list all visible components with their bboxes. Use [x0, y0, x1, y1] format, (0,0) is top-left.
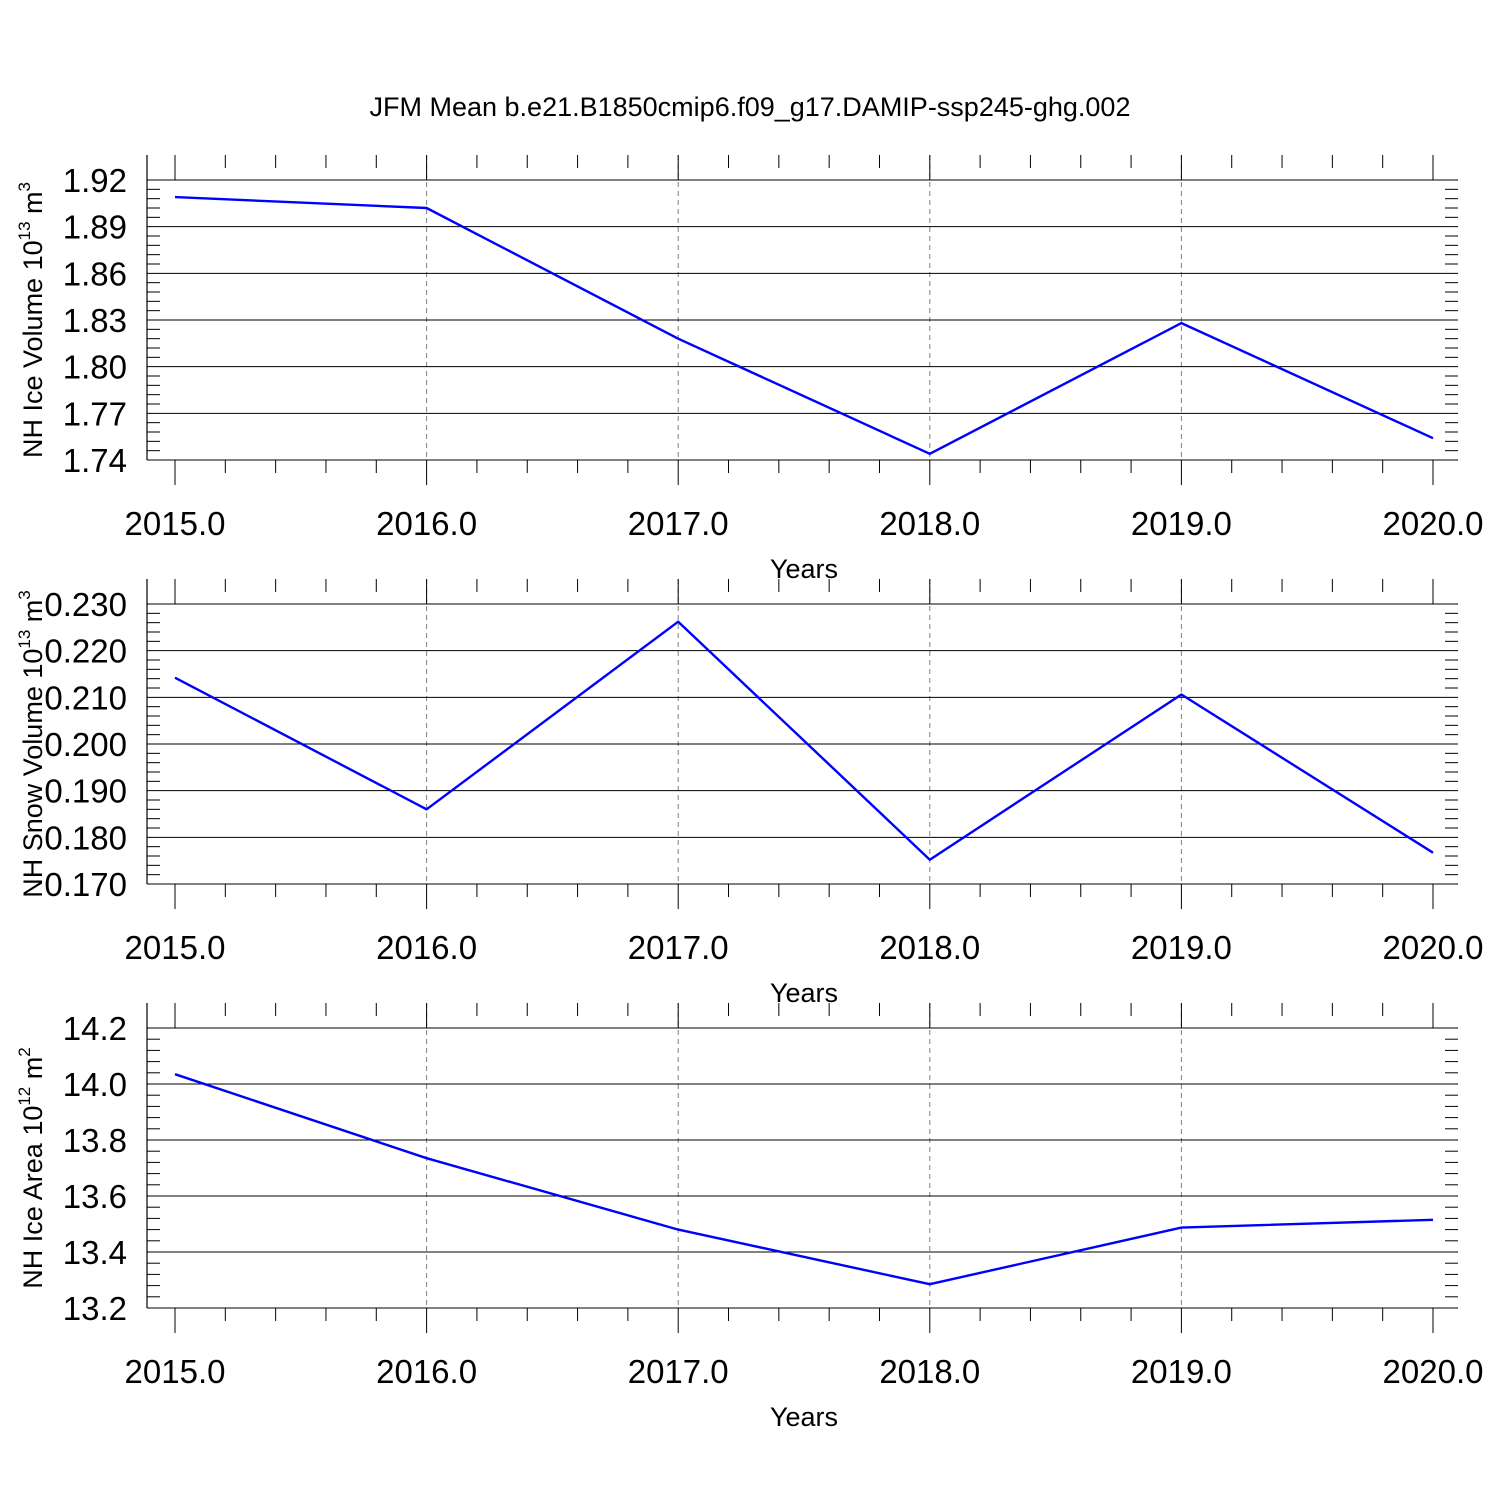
- series-line: [174, 1073, 1434, 1286]
- x-tick-label: 2018.0: [879, 1353, 980, 1390]
- y-tick-label: 1.80: [63, 349, 127, 386]
- x-tick-label: 2019.0: [1131, 1353, 1232, 1390]
- y-axis-label: NH Ice Volume 1013 m3: [15, 182, 48, 458]
- y-tick-label: 13.8: [63, 1122, 127, 1159]
- y-axis-label-exponent: 13: [15, 221, 34, 240]
- y-axis-label-exponent: 12: [15, 1087, 34, 1106]
- y-tick-label: 1.77: [63, 395, 127, 432]
- y-axis-label: NH Ice Area 1012 m2: [15, 1047, 48, 1288]
- x-tick-label: 2018.0: [879, 505, 980, 542]
- panel-2: 0.170 0.180 0.190 0.200 0.210 0.220 0.230 2015.…: [15, 579, 1483, 1008]
- y-axis-label-text: m: [18, 1057, 48, 1087]
- x-tick-label: 2018.0: [879, 929, 980, 966]
- x-axis-label: Years: [770, 978, 838, 1008]
- y-tick-label: 13.2: [63, 1290, 127, 1327]
- y-tick-label: 0.230: [44, 586, 127, 623]
- x-tick-label: 2016.0: [376, 505, 477, 542]
- y-tick-label: 0.190: [44, 773, 127, 810]
- y-axis-label-text: m: [18, 600, 48, 630]
- x-tick-label: 2019.0: [1131, 929, 1232, 966]
- y-axis-label-exponent: 2: [15, 1047, 34, 1056]
- y-axis-label-text: NH Ice Volume 10: [18, 240, 48, 458]
- y-axis-label-exponent: 13: [15, 630, 34, 649]
- x-tick-label: 2015.0: [125, 929, 226, 966]
- panel-3: 13.2 13.4 13.6 13.8 14.0 14.2 2015.0 2016.0 2017…: [15, 1003, 1483, 1432]
- x-tick-label: 2016.0: [376, 1353, 477, 1390]
- x-tick-label: 2015.0: [125, 1353, 226, 1390]
- y-axis-label-exponent: 3: [15, 182, 34, 191]
- y-axis-label-exponent: 3: [15, 590, 34, 599]
- x-tick-label: 2020.0: [1383, 1353, 1484, 1390]
- panel-1: 1.74 1.77 1.80 1.83 1.86 1.89 1.92 2015.0 2016.0…: [15, 155, 1483, 584]
- y-axis-label-text: NH Snow Volume 10: [18, 649, 48, 898]
- y-tick-label: 1.86: [63, 255, 127, 292]
- x-axis-label: Years: [770, 554, 838, 584]
- y-axis-label: NH Snow Volume 1013 m3: [15, 590, 48, 898]
- y-tick-label: 1.89: [63, 209, 127, 246]
- x-tick-label: 2020.0: [1383, 505, 1484, 542]
- y-tick-label: 0.180: [44, 819, 127, 856]
- y-tick-label: 1.83: [63, 302, 127, 339]
- x-tick-label: 2017.0: [628, 929, 729, 966]
- y-tick-label: 0.170: [44, 866, 127, 903]
- y-tick-label: 14.2: [63, 1010, 127, 1047]
- x-tick-label: 2017.0: [628, 1353, 729, 1390]
- y-axis-label-text: m: [18, 191, 48, 221]
- y-tick-label: 0.220: [44, 633, 127, 670]
- x-tick-label: 2016.0: [376, 929, 477, 966]
- x-tick-label: 2017.0: [628, 505, 729, 542]
- y-tick-label: 1.74: [63, 442, 127, 479]
- x-tick-label: 2019.0: [1131, 505, 1232, 542]
- series-line: [174, 620, 1434, 861]
- y-tick-label: 0.210: [44, 679, 127, 716]
- x-tick-label: 2020.0: [1383, 929, 1484, 966]
- chart-title: JFM Mean b.e21.B1850cmip6.f09_g17.DAMIP-…: [370, 92, 1131, 122]
- y-axis-label-text: NH Ice Area 10: [18, 1106, 48, 1289]
- y-tick-label: 14.0: [63, 1066, 127, 1103]
- y-tick-label: 0.200: [44, 726, 127, 763]
- series-line: [174, 195, 1434, 455]
- x-tick-label: 2015.0: [125, 505, 226, 542]
- y-tick-label: 1.92: [63, 162, 127, 199]
- x-axis-label: Years: [770, 1402, 838, 1432]
- y-tick-label: 13.6: [63, 1178, 127, 1215]
- y-tick-label: 13.4: [63, 1234, 127, 1271]
